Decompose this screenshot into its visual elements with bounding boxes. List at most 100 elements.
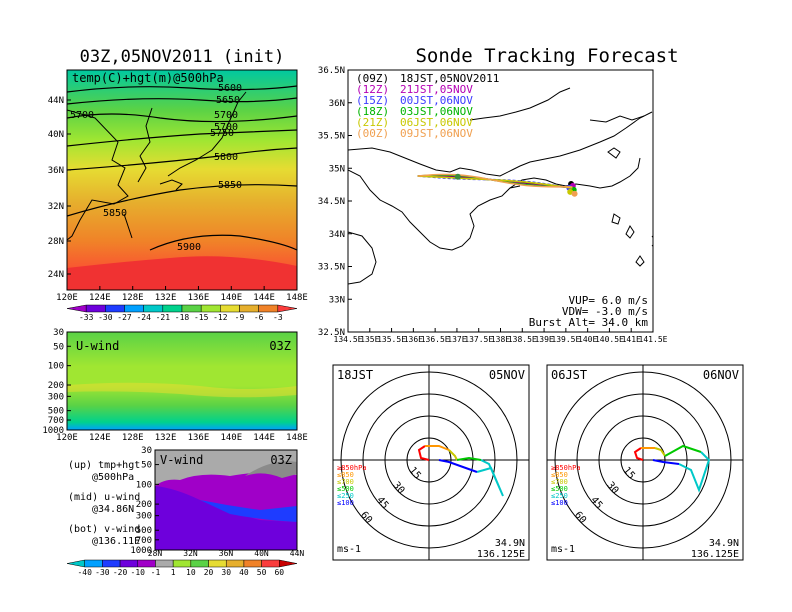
- hodo-unit: ms-1: [551, 544, 575, 555]
- lat-tick: 36N: [329, 99, 345, 109]
- colorbar-label: 30: [221, 568, 231, 577]
- param-burst: Burst Alt= 34.0 km: [529, 316, 649, 329]
- lat-tick: 44N: [290, 549, 305, 558]
- hodo-legend-item: ≥850hPa: [337, 464, 367, 472]
- hodo-legend-item: ≥850hPa: [551, 464, 581, 472]
- pressure-tick: 200: [136, 500, 152, 510]
- colorbar-swatch: [66, 304, 87, 313]
- lat-tick: 32N: [48, 202, 64, 212]
- legend-text: 06JST,06NOV: [400, 116, 473, 129]
- hodo-lon: 136.125E: [691, 549, 739, 560]
- side-note: @136.11E: [92, 536, 140, 547]
- lon-tick: 139.5E: [551, 335, 580, 344]
- hodo-legend-item: ≤500: [337, 485, 354, 493]
- legend-text: 21JST,05NOV: [400, 83, 473, 96]
- colorbar-label: -24: [136, 313, 151, 322]
- lon-tick: 128E: [122, 293, 144, 303]
- lon-tick: 140E: [220, 433, 242, 443]
- lat-tick: 33N: [329, 295, 345, 305]
- hodo-legend-item: ≤700: [337, 478, 354, 486]
- hodograph-trace: [417, 445, 430, 461]
- pressure-tick: 1000: [130, 546, 152, 556]
- colorbar-label: -40: [77, 568, 92, 577]
- pressure-tick: 500: [48, 407, 64, 417]
- legend-text: 00JST,06NOV: [400, 94, 473, 107]
- lon-tick: 134.5E: [334, 335, 363, 344]
- colorbar-label: -30: [95, 568, 110, 577]
- param-vdw: VDW= -3.0 m/s: [562, 305, 648, 318]
- temperature-map: temp(C)+hgt(m)@500hPa 5600 5650 5700 570…: [48, 69, 308, 303]
- colorbar-swatch: [220, 304, 240, 313]
- colorbar-swatch: [181, 304, 202, 313]
- lon-tick: 124E: [89, 433, 111, 443]
- hodo-lat: 34.9N: [709, 538, 739, 549]
- lon-tick: 120E: [56, 293, 78, 303]
- pressure-tick: 30: [141, 446, 152, 456]
- hodo-date: 05NOV: [489, 368, 525, 382]
- lon-tick: 132E: [155, 433, 177, 443]
- contour-label: 5850: [103, 208, 127, 219]
- hodograph-06jst: 06JST 06NOV34.9N136.125Ems-115304560≥850h…: [546, 364, 744, 561]
- legend-text: 18JST,05NOV2011: [400, 72, 499, 85]
- colorbar-label: -20: [113, 568, 128, 577]
- hodograph-trace: [678, 451, 711, 493]
- colorbar-label: -6: [254, 313, 264, 322]
- track-map: (09Z) 18JST,05NOV2011 (12Z) 21JST,05NOV (15Z…: [318, 66, 668, 344]
- colorbar-label: -10: [131, 568, 146, 577]
- contour-label: 5700: [214, 122, 238, 133]
- colorbar-swatch: [162, 304, 183, 313]
- colorbar-label: 40: [239, 568, 249, 577]
- side-note: @34.86N: [92, 504, 134, 515]
- colorbar-swatch: [190, 559, 209, 568]
- lon-tick: 148E: [286, 293, 308, 303]
- wind-colorbar: -40 -30 -20 -10 -1 1 10 20 30 40 50 60: [66, 559, 298, 577]
- colorbar-label: -33: [79, 313, 94, 322]
- colorbar-swatch: [84, 559, 103, 568]
- colorbar-label: -27: [117, 313, 132, 322]
- temperature-colorbar: -33 -30 -27 -24 -21 -18 -15 -12 -9 -6 -3: [66, 304, 298, 322]
- hodograph-frame: [332, 364, 530, 561]
- hodo-legend-item: ≤100: [337, 499, 354, 507]
- hodograph-trace: [633, 447, 644, 461]
- hodograph-trace: [448, 449, 458, 461]
- colorbar-swatch: [137, 559, 156, 568]
- pressure-tick: 500: [136, 526, 152, 536]
- pressure-tick: 30: [53, 328, 64, 338]
- u-wind-x-ticks: 120E 124E 128E 132E 136E 140E 144E 148E: [56, 433, 308, 443]
- pressure-tick: 300: [136, 512, 152, 522]
- legend-code: (15Z): [356, 94, 389, 107]
- contour-label: 5700: [70, 110, 94, 121]
- lon-tick: 140E: [578, 335, 597, 344]
- launch-point: [454, 173, 461, 180]
- colorbar-label: 1: [171, 568, 176, 577]
- upper-map-lon-ticks: 120E 124E 128E 132E 136E 140E 144E 148E: [56, 286, 308, 303]
- pressure-tick: 50: [53, 342, 64, 352]
- hodo-date: 06NOV: [703, 368, 739, 382]
- lon-tick: 135E: [360, 335, 379, 344]
- colorbar-swatch: [124, 304, 144, 313]
- sonde-params: VUP= 6.0 m/s VDW= -3.0 m/s Burst Alt= 34…: [529, 294, 649, 329]
- colorbar-label: -30: [98, 313, 113, 322]
- left-title: 03Z,05NOV2011 (init): [80, 47, 285, 67]
- colorbar-label: -1: [151, 568, 161, 577]
- lat-tick: 28N: [148, 549, 163, 558]
- lon-tick: 140.5E: [595, 335, 624, 344]
- colorbar-label: -3: [273, 313, 283, 322]
- hodograph-trace: [664, 444, 702, 457]
- legend-code: (18Z): [356, 105, 389, 118]
- lat-tick: 36.5N: [318, 66, 345, 76]
- lon-tick: 136E: [188, 433, 210, 443]
- lon-tick: 144E: [253, 433, 275, 443]
- colorbar-swatch: [85, 304, 106, 313]
- colorbar-swatch: [119, 559, 139, 568]
- colorbar-swatch: [102, 559, 121, 568]
- lat-tick: 35N: [329, 164, 345, 174]
- forecast-tracks: [417, 173, 578, 197]
- lon-tick: 140E: [220, 293, 242, 303]
- lon-tick: 120E: [56, 433, 78, 443]
- colorbar-label: 20: [204, 568, 214, 577]
- lat-tick: 32.5N: [318, 328, 345, 338]
